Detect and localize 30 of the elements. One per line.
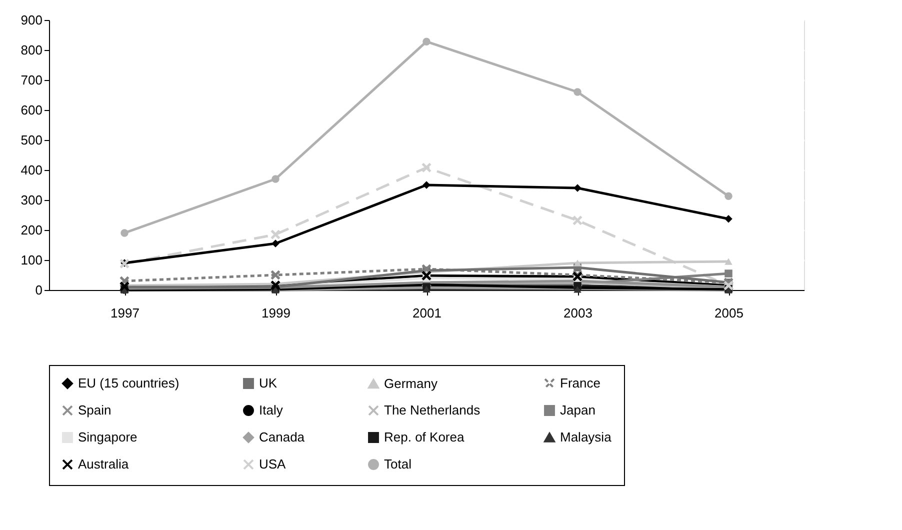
legend-label: Spain (78, 402, 112, 418)
legend-label: Canada (259, 430, 306, 444)
y-tick-label: 700 (20, 72, 42, 88)
legend-label: Germany (384, 376, 438, 391)
legend-label: Italy (259, 402, 284, 418)
legend-label: UK (259, 376, 278, 391)
x-tick-label: 2001 (412, 306, 442, 320)
legend-label: EU (15 countries) (78, 376, 180, 391)
x-tick-label: 2003 (564, 306, 592, 320)
y-tick-label: 600 (20, 102, 42, 118)
legend-label: USA (259, 456, 286, 472)
x-tick-label: 2005 (714, 306, 744, 320)
legend-label: France (560, 376, 600, 391)
y-tick-label: 500 (20, 132, 42, 148)
y-tick-label: 0 (35, 282, 42, 298)
y-tick-label: 100 (20, 252, 42, 268)
legend-label: The Netherlands (384, 402, 481, 418)
y-tick-label: 800 (20, 42, 42, 58)
y-tick-label: 200 (20, 222, 42, 238)
y-tick-label: 400 (20, 162, 42, 178)
legend-label: Singapore (78, 430, 138, 444)
legend-label: Malaysia (560, 430, 612, 444)
x-tick-label: 1999 (262, 306, 290, 320)
legend-label: Australia (78, 456, 130, 472)
legend-label: Japan (560, 402, 596, 418)
legend-label: Rep. of Korea (384, 430, 465, 444)
legend-label: Total (384, 456, 412, 472)
x-tick-label: 1997 (110, 306, 140, 320)
y-tick-label: 900 (20, 12, 42, 28)
y-tick-label: 300 (20, 192, 42, 208)
